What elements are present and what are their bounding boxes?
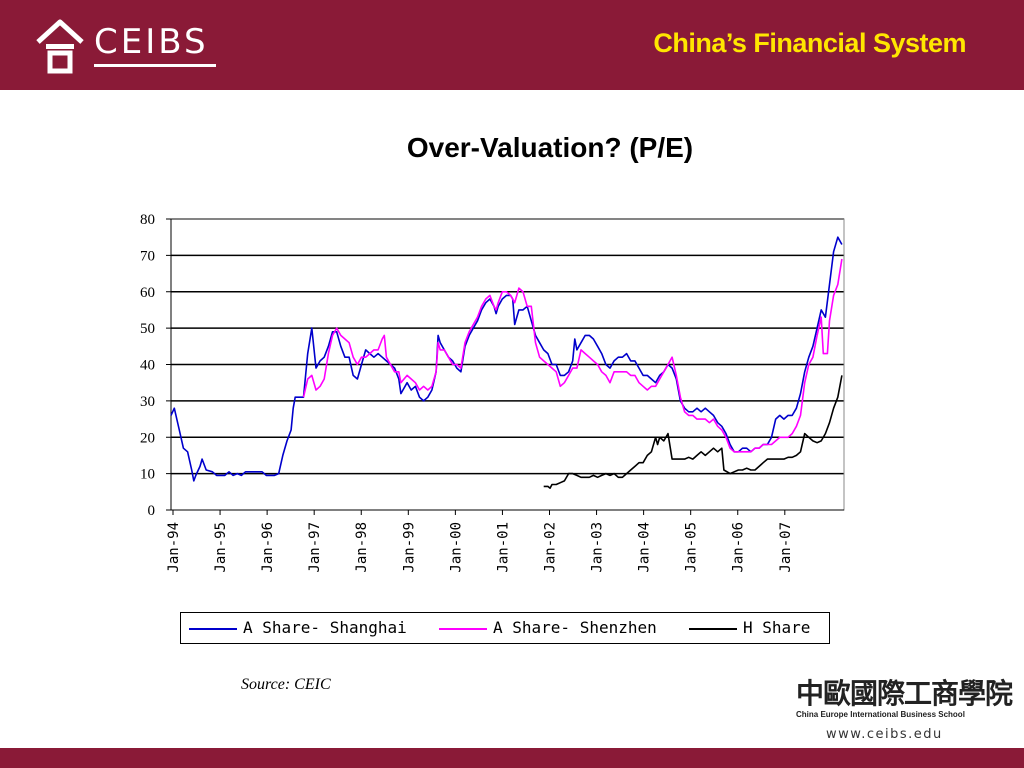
pe-line-chart: 0 10 20 30 40 50 60 70 80 Jan-94 Jan-95 Jan-96 Jan-9… bbox=[0, 200, 1024, 600]
x-tick-label: Jan-06 bbox=[731, 522, 747, 573]
y-tick-label: 40 bbox=[140, 358, 155, 374]
legend-swatch-h-share bbox=[689, 628, 737, 630]
y-tick-label: 30 bbox=[140, 394, 155, 410]
x-tick-label: Jan-02 bbox=[542, 522, 558, 573]
logo-underline bbox=[94, 64, 216, 67]
slide-header-title: China’s Financial System bbox=[653, 28, 966, 59]
y-tick-label: 0 bbox=[148, 503, 156, 519]
y-tick-label: 60 bbox=[140, 285, 155, 301]
legend-label-shenzhen: A Share- Shenzhen bbox=[493, 618, 657, 637]
school-logo: 中歐國際工商學院 China Europe International Busi… bbox=[796, 672, 982, 722]
header-bar: CEIBS China’s Financial System bbox=[0, 0, 1024, 90]
ceibs-emblem-icon bbox=[34, 18, 86, 74]
x-tick-label: Jan-94 bbox=[166, 522, 182, 573]
x-tick-label: Jan-97 bbox=[307, 522, 323, 573]
x-tick-label: Jan-01 bbox=[495, 522, 511, 573]
chart-legend: A Share- Shanghai A Share- Shenzhen H Sh… bbox=[180, 612, 830, 644]
x-tick-label: Jan-00 bbox=[448, 522, 464, 573]
legend-swatch-shanghai bbox=[189, 628, 237, 630]
y-tick-label: 20 bbox=[140, 430, 155, 446]
school-name-cn: 中歐國際工商學院 bbox=[796, 672, 1012, 712]
x-tick-label: Jan-03 bbox=[590, 522, 606, 573]
x-tick-label: Jan-05 bbox=[684, 522, 700, 573]
y-tick-label: 70 bbox=[140, 248, 155, 264]
series-line-a-share-shanghai bbox=[171, 237, 842, 481]
x-tick-label: Jan-04 bbox=[637, 522, 653, 573]
x-tick-label: Jan-07 bbox=[778, 522, 794, 573]
legend-swatch-shenzhen bbox=[439, 628, 487, 630]
legend-label-h-share: H Share bbox=[743, 618, 810, 637]
x-tick-label: Jan-98 bbox=[354, 522, 370, 573]
logo-text: CEIBS bbox=[94, 22, 209, 62]
legend-label-shanghai: A Share- Shanghai bbox=[243, 618, 407, 637]
x-tick-label: Jan-95 bbox=[213, 522, 229, 573]
x-tick-label: Jan-96 bbox=[260, 522, 276, 573]
y-tick-label: 50 bbox=[140, 321, 155, 337]
series-line-h-share bbox=[544, 375, 842, 488]
x-tick-label: Jan-99 bbox=[401, 522, 417, 573]
source-note: Source: CEIC bbox=[241, 676, 331, 694]
footer-bar bbox=[0, 748, 1024, 768]
website-url: www.ceibs.edu bbox=[826, 727, 943, 742]
school-name-en: China Europe International Business Scho… bbox=[796, 710, 965, 719]
y-tick-label: 80 bbox=[140, 212, 155, 228]
chart-title: Over-Valuation? (P/E) bbox=[0, 132, 1024, 164]
y-tick-label: 10 bbox=[140, 467, 155, 483]
ceibs-logo: CEIBS bbox=[34, 18, 234, 74]
